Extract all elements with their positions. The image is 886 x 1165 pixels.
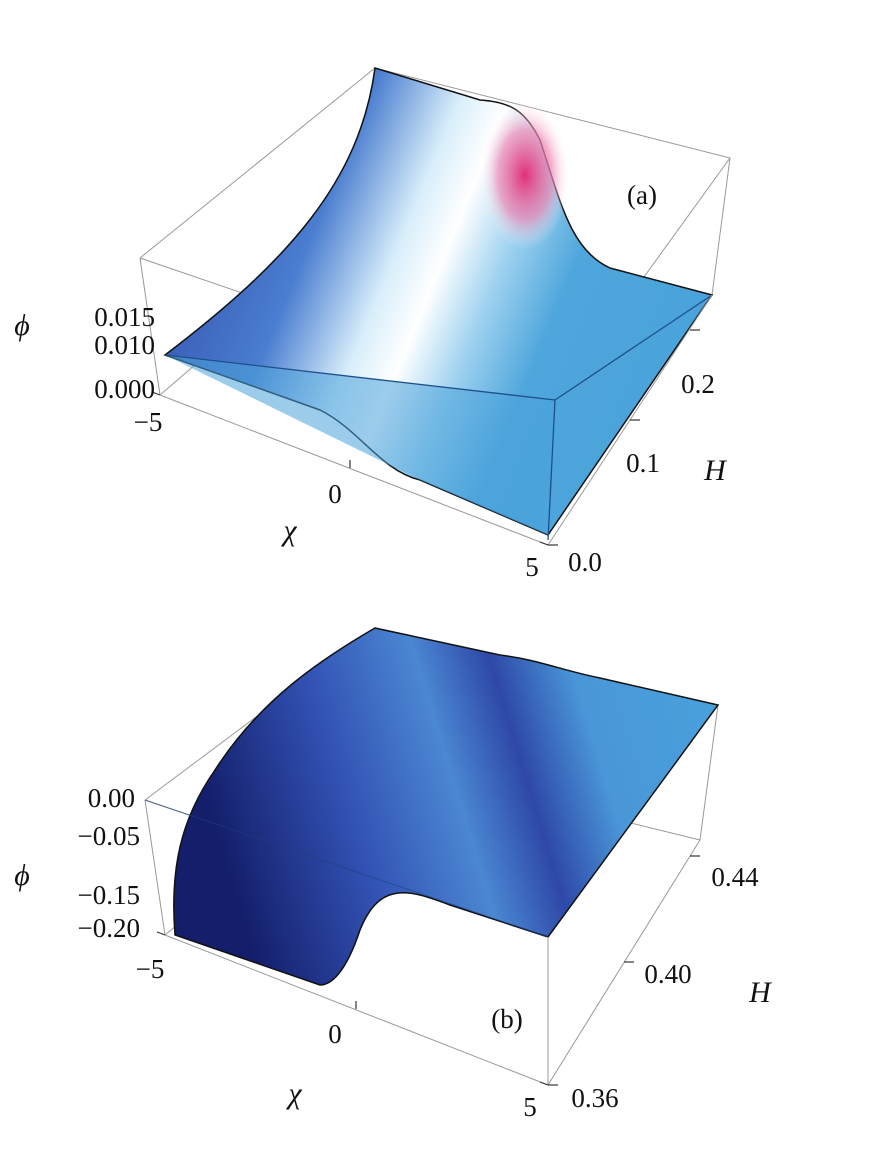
y-tick-label: 0.44 — [711, 862, 759, 892]
z-tick-label: 0.015 — [94, 302, 155, 332]
tick-marks — [151, 329, 700, 1086]
x-tick-label: 5 — [525, 552, 539, 582]
z-tick-label: 0.00 — [88, 783, 135, 813]
y-tick-label: 0.1 — [626, 448, 660, 478]
z-tick-label: −0.15 — [78, 880, 140, 910]
y-axis-label: H — [703, 454, 728, 487]
z-axis-label: ϕ — [14, 309, 30, 342]
y-tick-label: 0.0 — [568, 547, 602, 577]
x-tick-label: −5 — [134, 407, 163, 437]
z-tick-label: −0.05 — [78, 821, 140, 851]
x-tick-label: 0 — [328, 479, 342, 509]
y-tick-label: 0.36 — [571, 1083, 618, 1113]
z-tick-label: 0.000 — [94, 374, 155, 404]
y-tick-label: 0.2 — [681, 369, 715, 399]
panel-label: (b) — [491, 1004, 522, 1034]
x-tick-label: 0 — [328, 1019, 342, 1049]
z-tick-label: −0.20 — [78, 913, 140, 943]
z-axis-label: ϕ — [14, 859, 30, 892]
panel-b-surface — [144, 627, 720, 986]
panel-a-surface — [163, 67, 714, 541]
x-axis-label: χ — [280, 514, 297, 547]
x-tick-label: 5 — [523, 1092, 537, 1122]
z-tick-label: 0.010 — [94, 330, 155, 360]
y-axis-label: H — [748, 976, 773, 1009]
x-axis-label: χ — [285, 1077, 302, 1110]
y-tick-label: 0.40 — [644, 959, 691, 989]
x-tick-label: −5 — [136, 954, 165, 984]
panel-label: (a) — [627, 180, 657, 210]
